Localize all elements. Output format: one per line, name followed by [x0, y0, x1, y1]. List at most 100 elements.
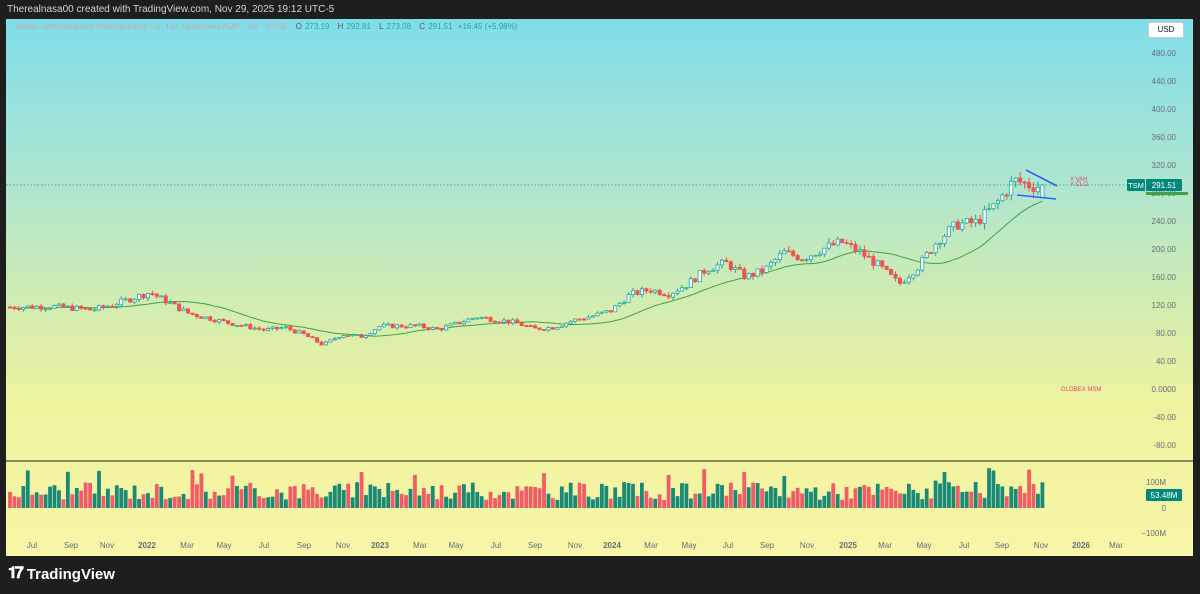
candle-down — [404, 326, 409, 329]
moving-average-line — [9, 200, 1043, 337]
x-tick-label: 2026 — [1072, 541, 1090, 550]
volume-bar-up — [586, 496, 591, 508]
candle-down — [702, 270, 707, 274]
volume-bar-up — [243, 485, 248, 508]
candle-up — [395, 324, 400, 329]
y-tick-label: 0.0000 — [1152, 385, 1177, 394]
x-tick-label: Mar — [1109, 541, 1123, 550]
candle-up — [368, 333, 373, 336]
volume-bar-up — [573, 495, 578, 508]
volume-bar-up — [777, 496, 782, 508]
candle-up — [386, 323, 391, 326]
volume-bar-up — [902, 493, 907, 508]
volume-bar-up — [350, 497, 355, 508]
candle-up — [973, 218, 978, 224]
candle-down — [550, 327, 555, 330]
candle-down — [537, 327, 542, 330]
volume-bar-down — [1004, 496, 1009, 508]
volume-bar-up — [764, 491, 769, 508]
volume-bar-up — [65, 471, 70, 508]
candle-down — [83, 307, 88, 310]
volume-bar-up — [591, 499, 595, 508]
candle-up — [590, 315, 595, 318]
candle-down — [497, 321, 502, 324]
symbol-legend: Taiwan Semiconductor Manufacturing Co., … — [14, 22, 517, 31]
annotation-y-vah: Y VAH — [1070, 177, 1087, 183]
volume-bar-down — [795, 487, 800, 508]
volume-bar-up — [809, 491, 813, 508]
price-tag-text: 291.51 — [1152, 181, 1177, 190]
volume-bar-up — [613, 487, 618, 508]
candle-down — [88, 308, 93, 311]
candle-down — [79, 305, 84, 309]
candle-down — [866, 255, 871, 258]
volume-bar-down — [8, 491, 12, 508]
volume-bar-up — [746, 487, 751, 508]
chart-area[interactable]: 480.00440.00400.00360.00320.00280.00240.… — [6, 19, 1193, 556]
candle-up — [564, 322, 569, 327]
volume-bar-down — [760, 488, 764, 508]
x-tick-label: Jul — [259, 541, 269, 550]
candle-down — [150, 293, 155, 295]
volume-bar-down — [310, 487, 315, 508]
candle-up — [755, 268, 760, 277]
candle-up — [920, 257, 925, 271]
volume-bar-down — [737, 494, 742, 508]
volume-bar-up — [782, 476, 787, 508]
candle-down — [177, 303, 182, 311]
volume-bar-down — [608, 498, 613, 508]
open-value: 273.19 — [304, 22, 330, 31]
volume-bar-down — [644, 491, 649, 508]
candle-up — [350, 334, 355, 337]
candle-up — [546, 327, 551, 331]
candle-up — [915, 269, 920, 276]
candle-down — [742, 268, 747, 280]
x-tick-label: May — [916, 541, 931, 550]
candle-up — [857, 249, 862, 252]
currency-button[interactable]: USD — [1148, 22, 1184, 38]
y-tick-label: 240.00 — [1152, 217, 1177, 226]
candle-down — [831, 242, 836, 246]
x-tick-label: Nov — [1034, 541, 1048, 550]
candle-up — [252, 327, 257, 330]
candle-up — [964, 218, 969, 224]
x-tick-label: Mar — [413, 541, 427, 550]
candle-down — [257, 327, 262, 330]
volume-bar-down — [791, 491, 796, 508]
volume-bar-up — [604, 485, 609, 508]
candle-up — [34, 305, 39, 309]
pattern-upper-trendline — [1025, 169, 1058, 187]
candle-up — [573, 318, 578, 322]
volume-bar-up — [57, 490, 61, 508]
volume-bar-up — [920, 499, 925, 508]
tradingview-logo[interactable]: 𝟏𝟕 TradingView — [8, 565, 115, 583]
candle-down — [791, 250, 796, 256]
volume-bar-down — [484, 499, 489, 508]
volume-bar-down — [212, 491, 217, 508]
volume-bar-down — [662, 499, 667, 508]
candle-down — [693, 278, 698, 283]
candle-down — [292, 329, 297, 334]
y-tick-label: 40.00 — [1156, 357, 1177, 366]
price-chart[interactable]: 480.00440.00400.00360.00320.00280.00240.… — [6, 19, 1193, 556]
symbol-tag-text: TSM — [1128, 181, 1144, 190]
candle-down — [751, 273, 756, 277]
candle-down — [163, 295, 168, 304]
volume-bar-down — [898, 493, 902, 508]
volume-bar-up — [915, 493, 920, 508]
candle-up — [470, 317, 475, 320]
candle-up — [782, 250, 787, 255]
candle-down — [898, 277, 903, 284]
volume-bar-up — [430, 486, 435, 508]
volume-bar-up — [466, 492, 471, 508]
volume-bar-down — [195, 484, 199, 508]
volume-bar-up — [114, 485, 119, 508]
candle-up — [639, 288, 644, 295]
volume-bar-up — [960, 492, 965, 508]
candle-up — [679, 287, 684, 292]
candle-up — [671, 292, 676, 298]
volume-bar-down — [955, 485, 960, 508]
candle-up — [768, 262, 773, 267]
volume-bar-up — [546, 493, 551, 508]
candle-down — [662, 294, 667, 297]
